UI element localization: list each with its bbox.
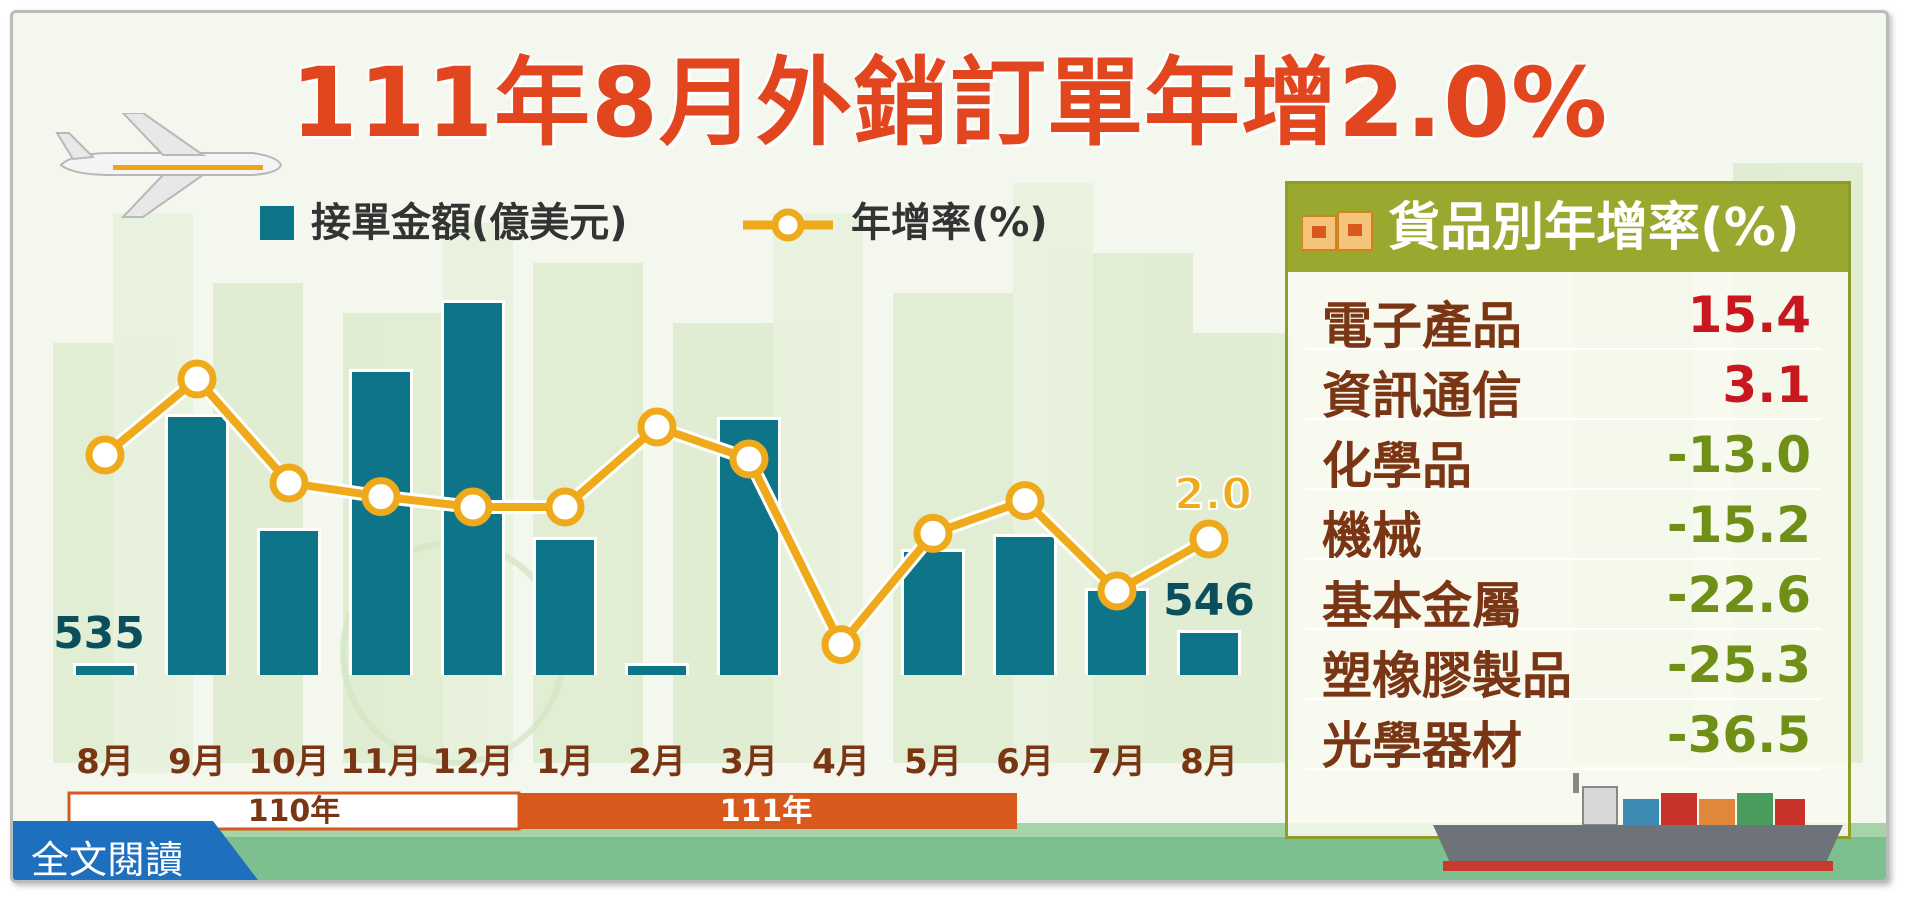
export-orders-chart: 接單金額(億美元) 年增率(%) 535 546 2.0 8月 9月 10月 11月 12… <box>53 200 1255 831</box>
category-growth-value: 15.4 <box>1687 286 1811 344</box>
rate-point-7 <box>729 439 769 479</box>
bar-10 <box>996 537 1054 675</box>
legend-marker-swatch <box>771 208 805 242</box>
chart-legend: 接單金額(億美元) 年增率(%) <box>260 200 1048 246</box>
rate-point-8 <box>821 625 861 665</box>
category-growth-value: -36.5 <box>1666 706 1811 764</box>
category-row: 塑橡膠製品 -25.3 <box>1306 630 1821 705</box>
x-tick-label: 8月 <box>76 742 134 782</box>
category-row: 基本金屬 -22.6 <box>1306 560 1821 635</box>
year-111-box <box>519 793 1017 829</box>
infographic-frame: 111年8月外銷訂單年增2.0% 接單金額(億美元) 年增率(%) 535 546… <box>10 10 1889 883</box>
legend-line-label: 年增率(%) <box>851 200 1048 246</box>
panel-title: 貨品別年增率(%) <box>1388 198 1800 258</box>
bar-3 <box>352 372 410 675</box>
x-tick-label: 4月 <box>812 742 870 782</box>
x-tick-label: 8月 <box>1180 742 1238 782</box>
rate-point-1 <box>177 359 217 399</box>
bar-2 <box>260 531 318 675</box>
category-growth-panel: 貨品別年增率(%) 電子產品 15.4 資訊通信 3.1 化學品 -13.0 機械 -15.2… <box>1285 181 1851 839</box>
category-growth-value: -15.2 <box>1666 496 1811 554</box>
read-full-text-button[interactable]: 全文閱讀 <box>31 838 184 882</box>
year-110-label: 110年 <box>248 794 341 829</box>
x-tick-label: 3月 <box>720 742 778 782</box>
rate-point-0 <box>85 435 125 475</box>
category-row: 資訊通信 3.1 <box>1306 350 1821 425</box>
x-tick-label: 1月 <box>536 742 594 782</box>
category-growth-value: -22.6 <box>1666 566 1811 624</box>
category-name: 塑橡膠製品 <box>1322 647 1572 705</box>
rate-point-5 <box>545 487 585 527</box>
bar-value-label-first: 535 <box>53 608 145 659</box>
category-name: 機械 <box>1322 507 1422 565</box>
rate-point-6 <box>637 407 677 447</box>
rate-point-2 <box>269 463 309 503</box>
cargo-ship-icon <box>1433 773 1843 871</box>
category-row: 光學器材 -36.5 <box>1306 700 1821 775</box>
x-tick-label: 6月 <box>996 742 1054 782</box>
year-111-label: 111年 <box>720 794 813 829</box>
category-growth-value: -13.0 <box>1666 426 1811 484</box>
category-name: 基本金屬 <box>1322 577 1522 635</box>
box-icon <box>1302 211 1373 251</box>
category-name: 化學品 <box>1322 437 1472 495</box>
rate-point-10 <box>1005 481 1045 521</box>
legend-bar-swatch <box>260 206 294 240</box>
x-tick-label: 2月 <box>628 742 686 782</box>
rate-point-4 <box>453 487 493 527</box>
bar-value-label-last: 546 <box>1163 575 1255 626</box>
bar-5 <box>536 540 594 675</box>
bar-12 <box>1180 633 1238 675</box>
bar-6 <box>628 666 686 675</box>
category-growth-value: 3.1 <box>1722 356 1811 414</box>
x-tick-label: 5月 <box>904 742 962 782</box>
page-title: 111年8月外銷訂單年增2.0% <box>290 47 1609 159</box>
legend-bar-label: 接單金額(億美元) <box>311 200 628 246</box>
category-name: 電子產品 <box>1322 297 1522 355</box>
rate-value-label-last: 2.0 <box>1174 469 1252 520</box>
x-tick-label: 11月 <box>340 742 421 782</box>
bar-9 <box>904 552 962 675</box>
x-tick-label: 7月 <box>1088 742 1146 782</box>
x-axis-labels: 8月 9月 10月 11月 12月 1月 2月 3月 4月 5月 6月 7月 8月 <box>76 742 1238 782</box>
rate-point-11 <box>1097 571 1137 611</box>
rate-point-3 <box>361 477 401 517</box>
rate-point-12 <box>1189 519 1229 559</box>
bar-series: 535 546 <box>53 300 1255 675</box>
x-tick-label: 12月 <box>432 742 513 782</box>
category-row: 化學品 -13.0 <box>1306 420 1821 495</box>
category-name: 資訊通信 <box>1322 367 1522 425</box>
line-series: 2.0 <box>85 359 1253 665</box>
panel-header: 貨品別年增率(%) <box>1288 184 1848 272</box>
x-tick-label: 10月 <box>248 742 329 782</box>
bar-0 <box>76 666 134 675</box>
x-tick-label: 9月 <box>168 742 226 782</box>
read-full-text-button-bg[interactable] <box>13 821 263 880</box>
category-row: 機械 -15.2 <box>1306 490 1821 565</box>
airplane-icon <box>55 113 283 218</box>
bar-1 <box>168 417 226 675</box>
category-growth-value: -25.3 <box>1666 636 1811 694</box>
category-row: 電子產品 15.4 <box>1306 280 1821 355</box>
category-name: 光學器材 <box>1322 717 1522 775</box>
rate-point-9 <box>913 513 953 553</box>
